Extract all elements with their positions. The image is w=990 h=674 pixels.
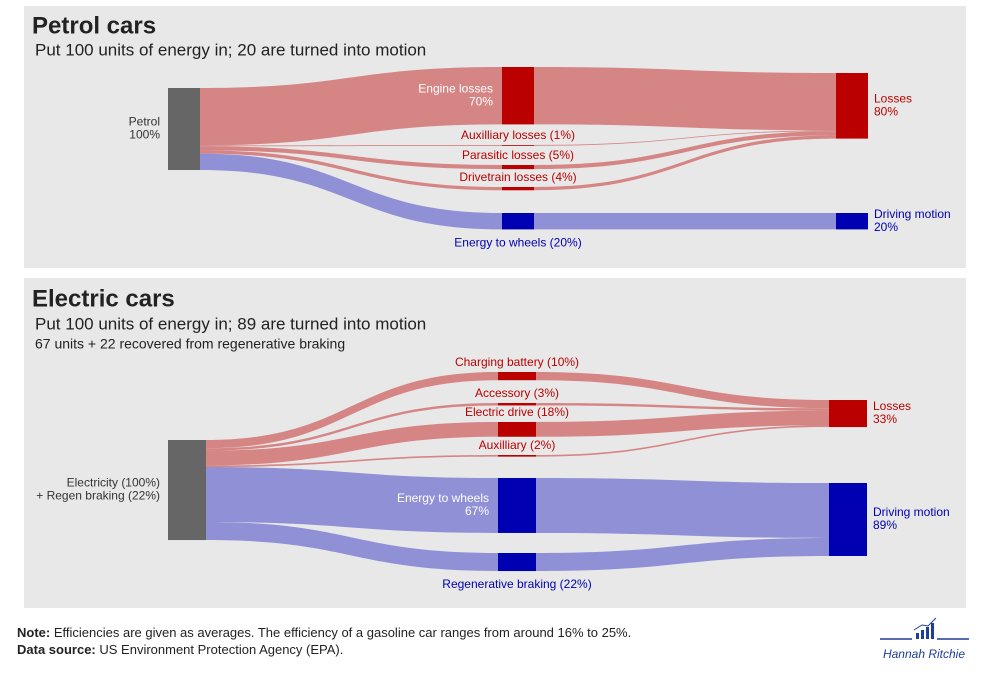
node xyxy=(829,483,867,556)
node-label: Parasitic losses (5%) xyxy=(462,148,574,162)
node-label: 70% xyxy=(469,94,493,108)
node xyxy=(498,403,536,406)
chart-subtitle: Put 100 units of energy in; 89 are turne… xyxy=(35,314,426,333)
node-label: 67% xyxy=(465,504,489,518)
node xyxy=(836,73,868,139)
footer-note: Note: Efficiencies are given as averages… xyxy=(17,625,631,640)
flow xyxy=(206,522,498,572)
node-label: Energy to wheels xyxy=(397,491,489,505)
flow xyxy=(200,146,502,170)
flow xyxy=(534,213,836,230)
node xyxy=(498,553,536,572)
flow xyxy=(206,403,498,451)
node-label: Accessory (3%) xyxy=(475,386,559,400)
node-label: Drivetrain losses (4%) xyxy=(459,170,576,184)
chart-note: 67 units + 22 recovered from regenerativ… xyxy=(35,336,345,352)
node xyxy=(502,187,534,191)
flow xyxy=(206,422,498,466)
node-label: Petrol xyxy=(129,115,160,129)
flow xyxy=(536,372,829,409)
flow xyxy=(206,467,498,533)
node xyxy=(502,67,534,125)
node-label: Losses xyxy=(873,399,911,413)
logo: Hannah Ritchie xyxy=(880,617,969,661)
flow xyxy=(200,145,502,147)
node-label: Driving motion xyxy=(874,207,951,221)
flow xyxy=(206,455,498,468)
chart-subtitle: Put 100 units of energy in; 20 are turne… xyxy=(35,40,426,59)
chart-title: Electric cars xyxy=(32,285,175,312)
node-label: 89% xyxy=(873,518,897,532)
flow xyxy=(200,150,502,191)
flow xyxy=(536,537,829,572)
node xyxy=(502,165,534,170)
flow xyxy=(536,403,829,411)
node-label: Electric drive (18%) xyxy=(465,405,569,419)
flow xyxy=(534,131,836,170)
node-label: Engine losses xyxy=(418,81,493,95)
node-label: 33% xyxy=(873,412,897,426)
flow xyxy=(534,67,836,131)
credit: Hannah Ritchie xyxy=(883,647,965,661)
chart-title: Petrol cars xyxy=(32,12,156,39)
node-label: Electricity (100%) xyxy=(67,476,160,490)
flow xyxy=(200,67,502,146)
node xyxy=(502,145,534,146)
note-text: Efficiencies are given as averages. The … xyxy=(54,625,631,640)
node xyxy=(829,400,867,428)
node xyxy=(498,372,536,381)
node-label: Auxilliary (2%) xyxy=(479,438,556,452)
flow xyxy=(206,372,498,449)
node-label: Losses xyxy=(874,91,912,105)
node xyxy=(498,478,536,533)
node-label: Driving motion xyxy=(873,505,950,519)
node xyxy=(498,422,536,437)
node-label: 100% xyxy=(129,128,160,142)
node xyxy=(168,88,200,170)
source-text: US Environment Protection Agency (EPA). xyxy=(99,642,343,657)
node-label: Regenerative braking (22%) xyxy=(442,577,591,591)
flow xyxy=(536,410,829,437)
node xyxy=(502,213,534,230)
flow xyxy=(534,135,836,191)
flow xyxy=(200,153,502,230)
flow xyxy=(534,130,836,146)
node-label: 80% xyxy=(874,104,898,118)
node-label: Energy to wheels (20%) xyxy=(454,236,581,250)
source-label: Data source: xyxy=(17,642,96,657)
node-label: + Regen braking (22%) xyxy=(36,489,160,503)
node xyxy=(498,455,536,457)
node xyxy=(168,440,206,541)
footer-source: Data source: US Environment Protection A… xyxy=(17,642,343,657)
node-label: Charging battery (10%) xyxy=(455,355,579,369)
links xyxy=(206,372,829,572)
note-label: Note: xyxy=(17,625,50,640)
node-label: 20% xyxy=(874,220,898,234)
flow xyxy=(536,478,829,538)
links xyxy=(200,67,836,230)
node-label: Auxilliary losses (1%) xyxy=(461,128,575,142)
node xyxy=(836,213,868,230)
flow xyxy=(536,425,829,457)
